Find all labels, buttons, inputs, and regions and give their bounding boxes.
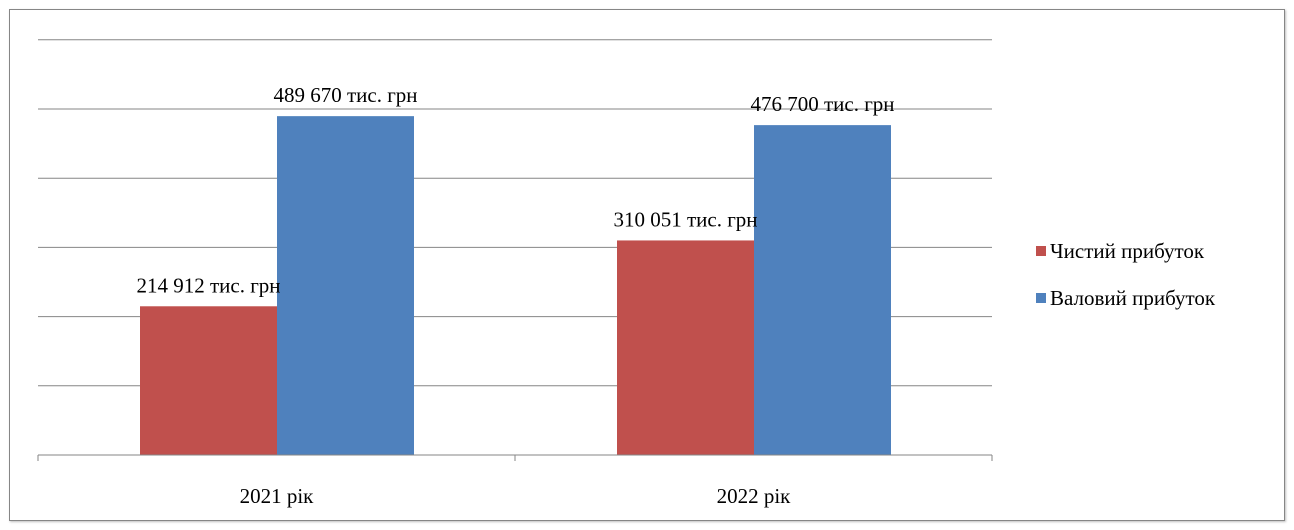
bar — [277, 116, 414, 455]
data-label: 310 051 тис. грн — [613, 207, 757, 231]
legend-swatch — [1036, 293, 1046, 303]
data-label: 214 912 тис. грн — [136, 273, 280, 297]
category-label: 2021 рік — [240, 484, 315, 508]
category-label: 2022 рік — [717, 484, 792, 508]
legend-label: Валовий прибуток — [1050, 286, 1216, 310]
legend-item: Чистий прибуток — [1036, 239, 1205, 263]
bar — [754, 125, 891, 455]
x-axis — [37, 454, 993, 461]
category-labels: 2021 рік 2022 рік — [240, 484, 792, 508]
legend: Чистий прибуток Валовий прибуток — [1036, 239, 1216, 310]
legend-item: Валовий прибуток — [1036, 286, 1216, 310]
legend-label: Чистий прибуток — [1050, 239, 1205, 263]
bar — [140, 306, 277, 455]
bar — [617, 240, 754, 455]
data-label: 489 670 тис. грн — [273, 83, 417, 107]
data-labels: 214 912 тис. грн 310 051 тис. грн 489 670 … — [136, 83, 894, 297]
legend-swatch — [1036, 246, 1046, 256]
bars — [140, 116, 891, 455]
data-label: 476 700 тис. грн — [750, 92, 894, 116]
